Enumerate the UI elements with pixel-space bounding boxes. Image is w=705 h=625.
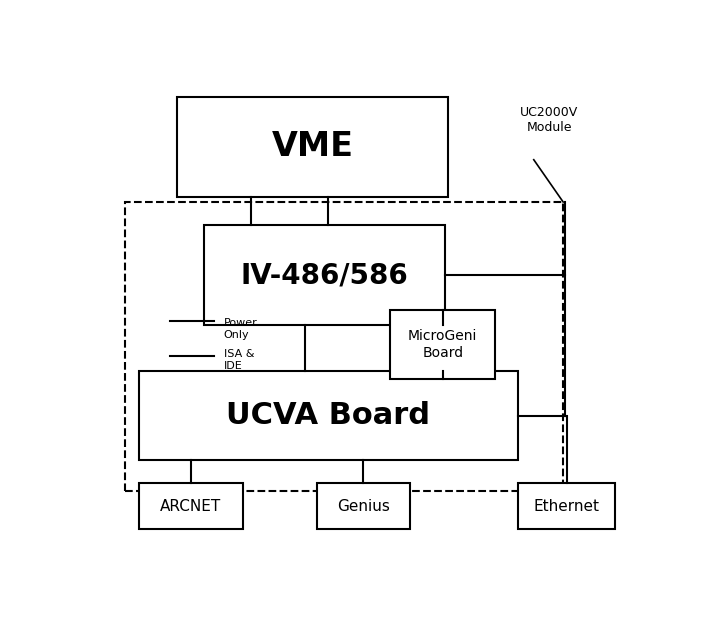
Bar xyxy=(177,96,448,197)
Bar xyxy=(204,225,445,325)
Bar xyxy=(518,483,615,529)
Bar xyxy=(138,483,243,529)
Text: VME: VME xyxy=(272,130,354,163)
Text: MicroGeni
Board: MicroGeni Board xyxy=(408,329,477,359)
Text: ARCNET: ARCNET xyxy=(160,499,221,514)
Text: UCVA Board: UCVA Board xyxy=(226,401,430,430)
Text: Ethernet: Ethernet xyxy=(534,499,600,514)
Text: IV-486/586: IV-486/586 xyxy=(240,261,408,289)
Text: ISA &
IDE: ISA & IDE xyxy=(223,349,255,371)
Text: Genius: Genius xyxy=(337,499,390,514)
Bar xyxy=(138,371,518,460)
Text: Power
Only: Power Only xyxy=(223,318,257,340)
Bar xyxy=(317,483,410,529)
Text: UC2000V
Module: UC2000V Module xyxy=(520,106,578,134)
Bar xyxy=(391,310,495,379)
Bar xyxy=(125,202,563,491)
